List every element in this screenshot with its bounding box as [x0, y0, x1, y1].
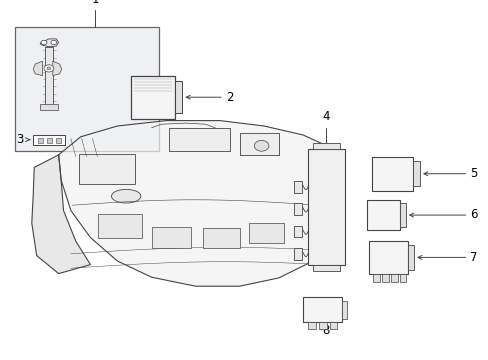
Text: 2: 2	[225, 91, 233, 104]
Circle shape	[41, 40, 47, 45]
Bar	[131, 76, 175, 119]
Bar	[407, 245, 413, 270]
Circle shape	[47, 67, 51, 70]
Polygon shape	[40, 39, 59, 47]
Bar	[312, 143, 339, 149]
Polygon shape	[32, 155, 90, 274]
Circle shape	[254, 140, 268, 151]
Text: 3: 3	[16, 133, 23, 146]
Polygon shape	[45, 47, 53, 108]
Bar	[399, 274, 406, 282]
Bar	[168, 128, 229, 151]
Text: 7: 7	[469, 251, 477, 264]
Bar	[175, 81, 182, 113]
Bar	[56, 138, 61, 143]
Bar	[399, 203, 405, 227]
Bar	[318, 322, 326, 329]
Bar	[15, 27, 159, 151]
Bar	[239, 133, 278, 155]
Polygon shape	[33, 61, 42, 76]
Bar	[203, 228, 239, 248]
Bar	[366, 200, 399, 230]
Bar	[307, 322, 315, 329]
Polygon shape	[307, 149, 344, 265]
Bar	[368, 241, 407, 274]
Text: 8: 8	[321, 324, 328, 337]
Text: 4: 4	[322, 111, 329, 123]
Circle shape	[44, 65, 54, 72]
Bar	[294, 226, 301, 237]
Bar	[47, 138, 52, 143]
Bar	[381, 274, 388, 282]
Bar	[38, 138, 43, 143]
Bar	[294, 203, 301, 215]
Bar	[294, 181, 301, 193]
Text: 6: 6	[469, 208, 477, 221]
Bar	[249, 223, 283, 243]
Bar	[151, 227, 190, 248]
Bar	[294, 248, 301, 260]
Bar	[390, 274, 397, 282]
Polygon shape	[59, 121, 325, 286]
Bar	[303, 297, 342, 322]
Polygon shape	[53, 61, 61, 76]
Text: 5: 5	[469, 167, 477, 180]
Bar	[98, 214, 142, 238]
Bar	[33, 135, 65, 145]
Ellipse shape	[111, 189, 141, 203]
Circle shape	[51, 40, 57, 45]
Polygon shape	[40, 104, 58, 110]
Bar	[79, 154, 135, 184]
Bar	[312, 265, 339, 271]
Bar	[342, 301, 346, 319]
Bar	[371, 157, 412, 191]
Text: 1: 1	[91, 0, 99, 6]
Bar	[412, 161, 419, 186]
Bar	[329, 322, 337, 329]
Bar	[372, 274, 379, 282]
